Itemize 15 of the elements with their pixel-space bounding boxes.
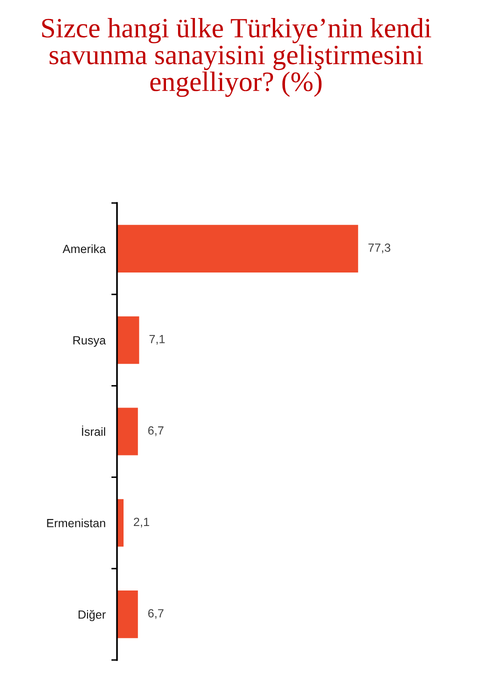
bar (117, 590, 138, 638)
y-tick-label: Amerika (62, 244, 106, 254)
bar (117, 316, 140, 364)
y-tick-label: İsrail (82, 426, 106, 436)
data-label: 6,7 (148, 609, 164, 619)
bar (117, 224, 358, 272)
y-tick-label: Ermenistan (47, 518, 106, 528)
bar (117, 408, 138, 456)
data-label: 77,3 (368, 244, 390, 254)
y-tick-label: Diğer (78, 610, 106, 622)
y-tick-label: Rusya (73, 336, 106, 347)
data-label: 6,7 (148, 426, 164, 436)
chart-title: Sizce hangi ülke Türkiye’nin kendi savunma sanayisini geliştirmesini engelliyor? (%) (42, 18, 432, 97)
data-label: 2,1 (134, 518, 150, 528)
data-label: 7,1 (149, 335, 165, 345)
